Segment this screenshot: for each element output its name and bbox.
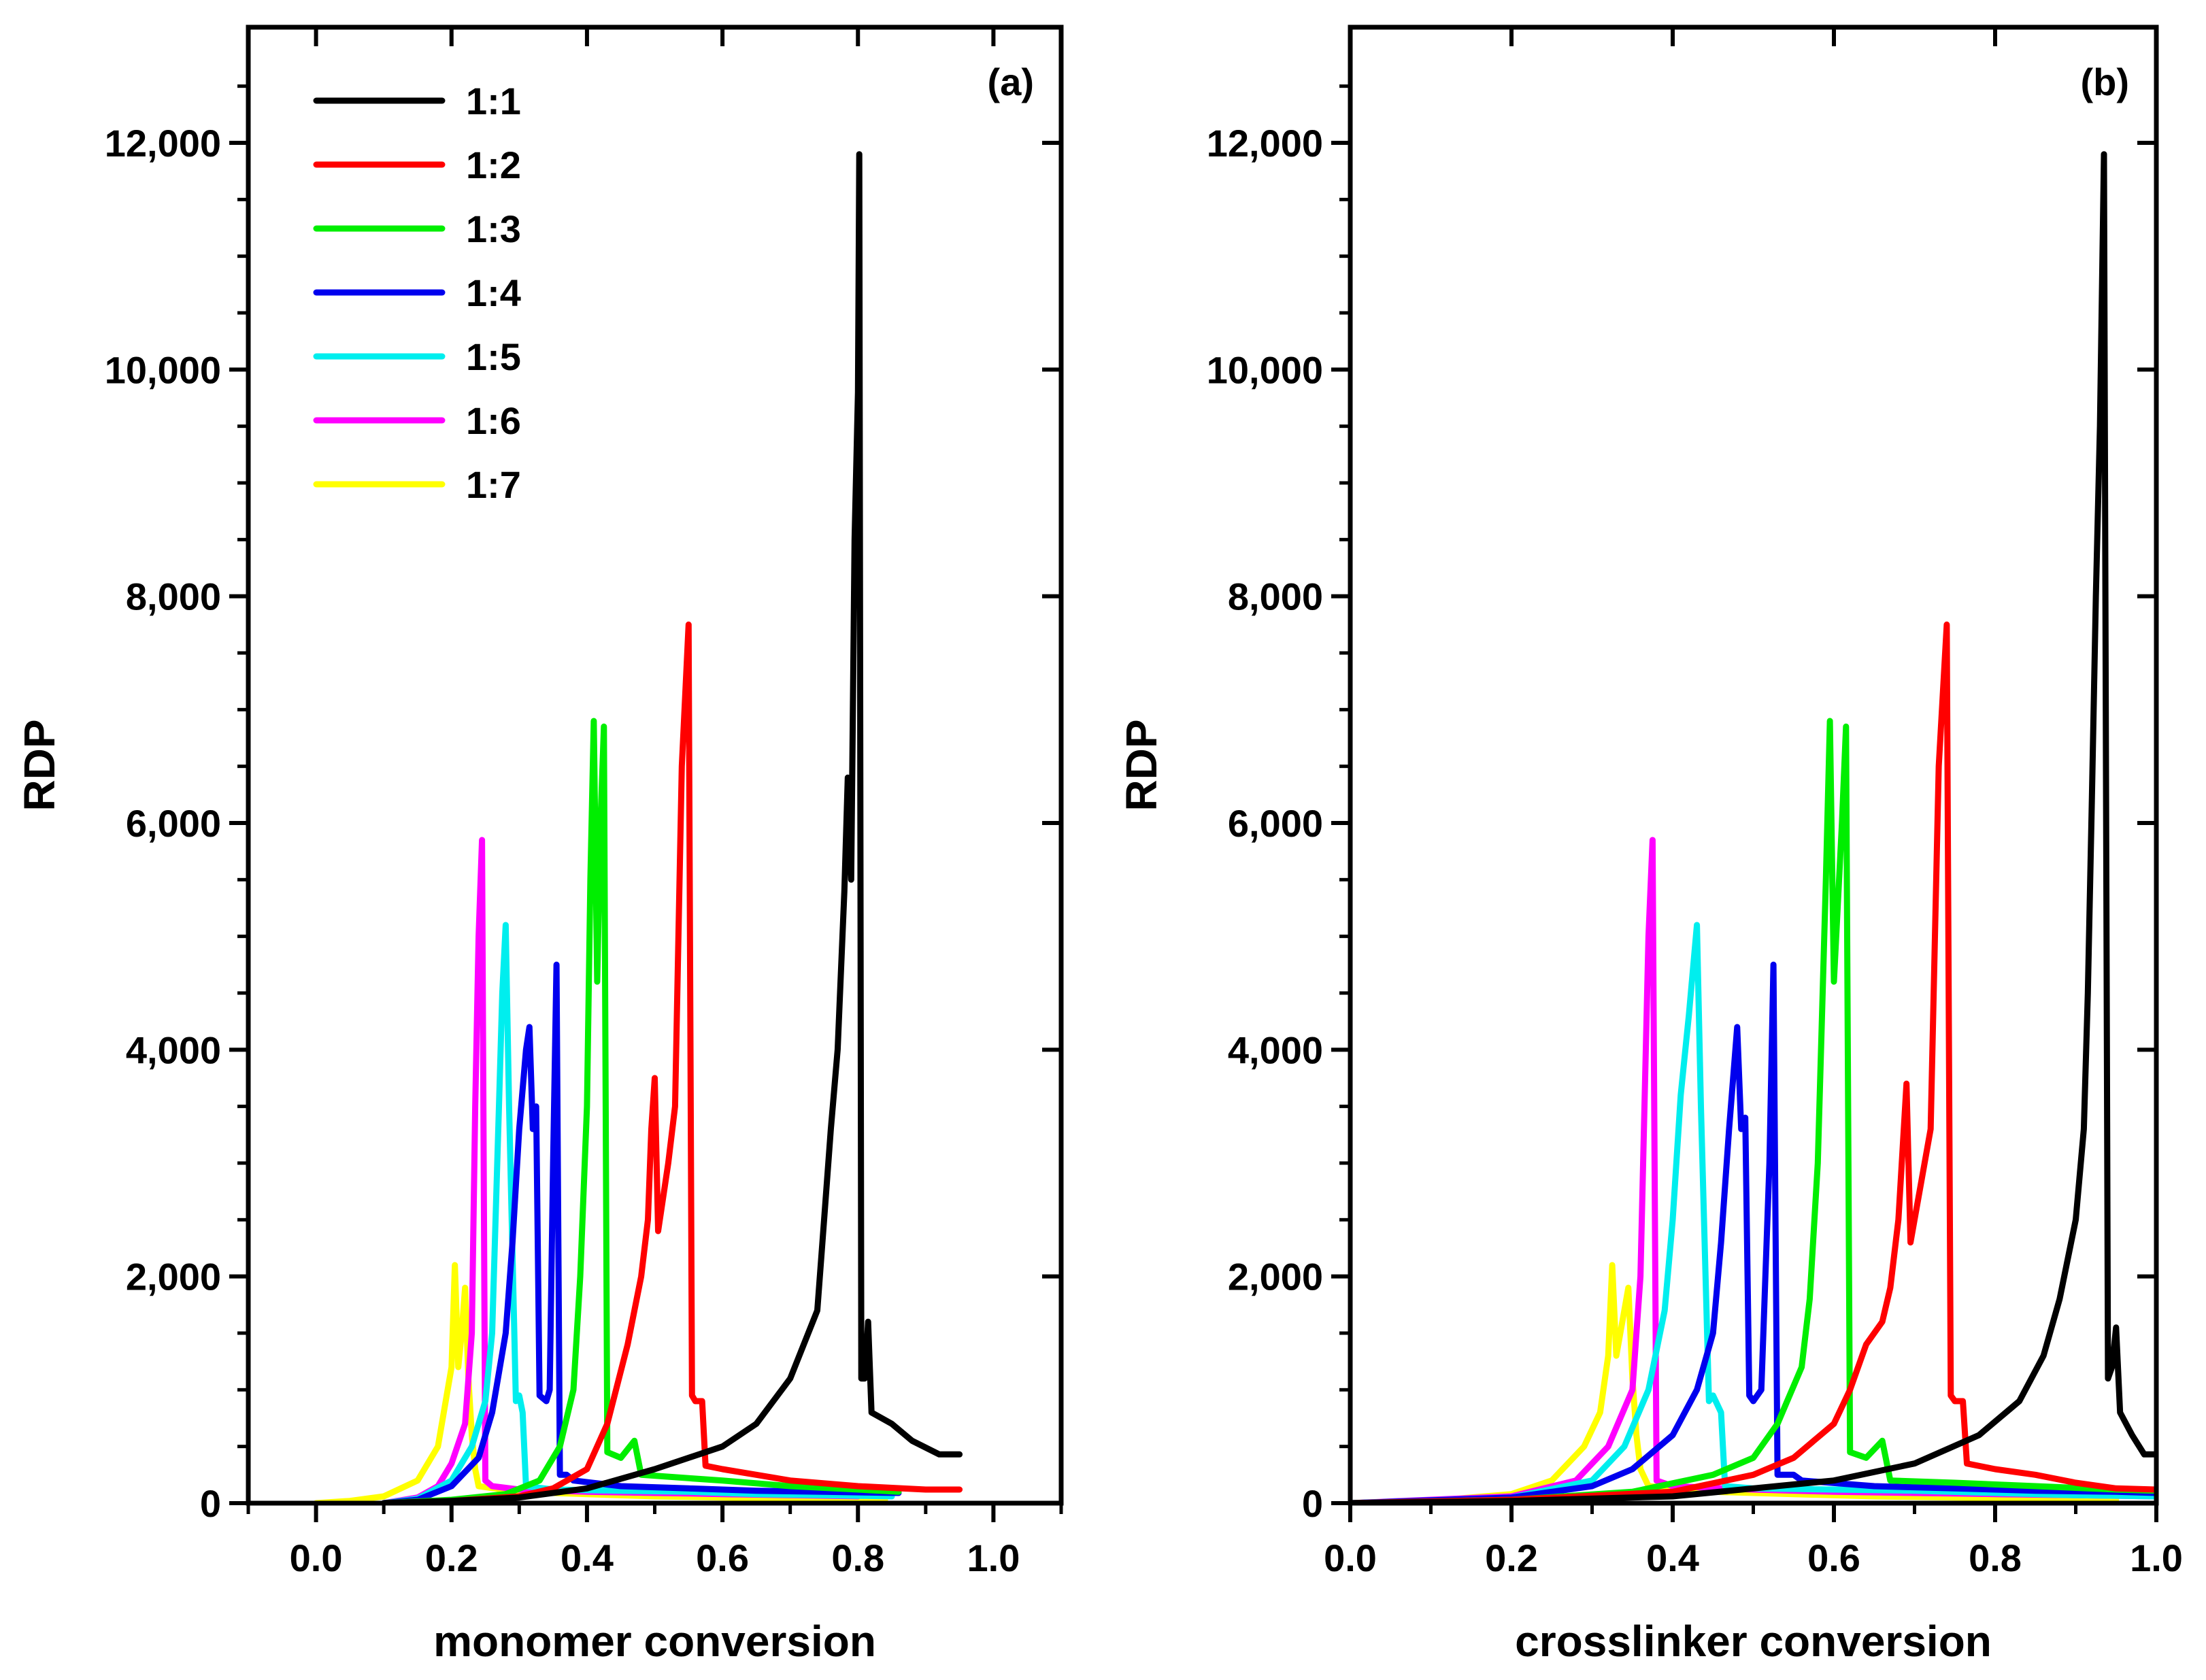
y-tick-label: 4,000 — [126, 1028, 221, 1071]
y-tick-label: 6,000 — [1228, 802, 1323, 845]
y-axis-title: RDP — [15, 719, 64, 811]
y-tick-label: 12,000 — [1207, 122, 1323, 165]
legend-label: 1:5 — [466, 335, 521, 378]
series-line-1-1 — [1350, 151, 2156, 1503]
y-tick-label: 8,000 — [126, 575, 221, 618]
x-tick-label: 0.8 — [831, 1536, 884, 1579]
x-tick-label: 0.2 — [1485, 1536, 1538, 1579]
x-tick-label: 0.4 — [1646, 1536, 1699, 1579]
legend-label: 1:4 — [466, 271, 521, 314]
panel-label: (b) — [2080, 61, 2129, 103]
y-tick-label: 0 — [1302, 1482, 1323, 1525]
panel-label: (a) — [988, 61, 1034, 103]
y-tick-label: 6,000 — [126, 802, 221, 845]
x-tick-label: 0.6 — [1807, 1536, 1860, 1579]
legend-label: 1:3 — [466, 207, 521, 250]
legend-label: 1:2 — [466, 144, 521, 186]
series-line-1-1 — [380, 151, 963, 1503]
y-axis-title: RDP — [1117, 719, 1166, 811]
series-group — [313, 151, 963, 1503]
y-tick-label: 0 — [200, 1482, 221, 1525]
series-line-1-5 — [1350, 922, 2156, 1503]
x-axis-title: crosslinker conversion — [1515, 1617, 1992, 1666]
legend-label: 1:6 — [466, 399, 521, 442]
x-tick-label: 0.4 — [561, 1536, 614, 1579]
y-tick-label: 12,000 — [105, 122, 221, 165]
panel-a: 0.0 0.2 0.4 0.6 0.8 1.0 0 2,000 4,000 6,000 8,000 1… — [15, 24, 1064, 1666]
x-tick-label: 1.0 — [2130, 1536, 2183, 1579]
series-line-1-3 — [380, 718, 902, 1503]
x-tick-label: 1.0 — [967, 1536, 1020, 1579]
x-axis-title: monomer conversion — [433, 1617, 876, 1666]
y-tick-label: 2,000 — [1228, 1256, 1323, 1298]
legend: 1:1 1:2 1:3 1:4 1:5 1:6 1:7 — [313, 80, 521, 506]
legend-label: 1:7 — [466, 463, 521, 506]
series-line-1-4 — [1350, 961, 2156, 1503]
x-tick-label: 0.6 — [696, 1536, 749, 1579]
y-tick-label: 10,000 — [1207, 348, 1323, 391]
legend-label: 1:1 — [466, 80, 521, 122]
series-line-1-3 — [1350, 718, 2156, 1503]
panel-b: 0.0 0.2 0.4 0.6 0.8 1.0 0 2,000 4,000 6,000 8,000 1… — [1117, 24, 2183, 1666]
series-line-1-2 — [380, 621, 963, 1503]
y-tick-label: 10,000 — [105, 348, 221, 391]
series-line-1-2 — [1350, 621, 2156, 1503]
y-tick-label: 2,000 — [126, 1256, 221, 1298]
x-tick-label: 0.0 — [1324, 1536, 1377, 1579]
series-line-1-4 — [380, 961, 902, 1503]
series-group — [1350, 151, 2156, 1503]
y-tick-label: 8,000 — [1228, 575, 1323, 618]
y-tick-label: 4,000 — [1228, 1028, 1323, 1071]
series-line-1-7 — [1350, 1262, 2120, 1503]
x-tick-label: 0.0 — [290, 1536, 343, 1579]
x-tick-label: 0.8 — [1969, 1536, 2022, 1579]
x-tick-label: 0.2 — [425, 1536, 478, 1579]
